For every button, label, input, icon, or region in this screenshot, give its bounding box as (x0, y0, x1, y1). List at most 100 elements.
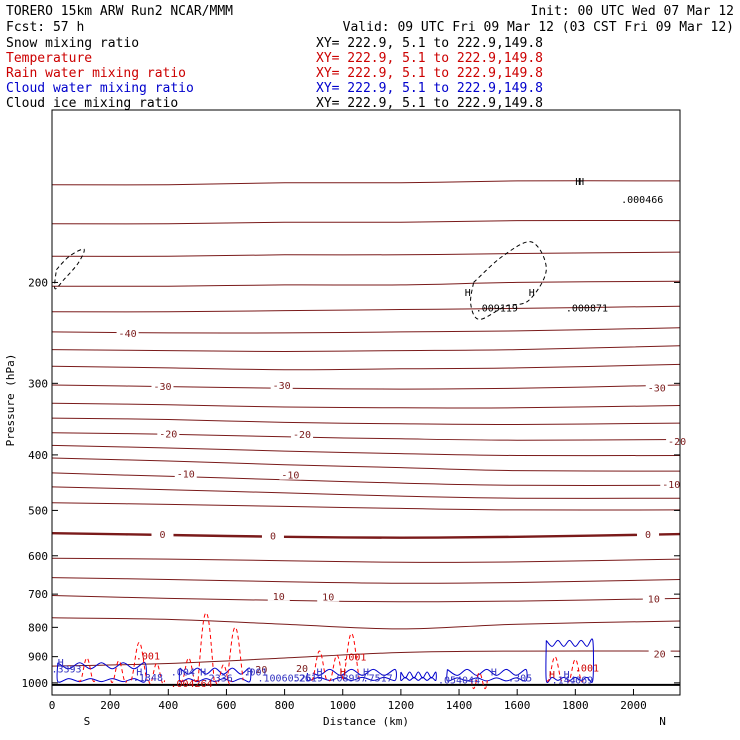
isotherm-label-bg (637, 528, 660, 540)
isotherm-label-bg (645, 381, 668, 393)
isotherm-line (51, 327, 681, 334)
maximum-value-label: .3393 (51, 664, 81, 675)
maximum-marker: H (136, 667, 142, 678)
isotherm-label-bg (317, 590, 340, 602)
legend-item-xy: XY= 222.9, 5.1 to 222.9,149.8 (316, 96, 543, 111)
maximum-marker: H (316, 667, 322, 678)
isotherm-label-bg (279, 468, 302, 480)
x-tick-label: 0 (49, 699, 56, 712)
maximum-marker: H (200, 667, 206, 678)
isotherm-label-bg (270, 378, 293, 390)
isotherm-line (51, 402, 681, 409)
field-legend: Snow mixing ratio XY= 222.9, 5.1 to 222.9… (6, 36, 543, 111)
model-title: TORERO 15km ARW Run2 NCAR/MMM (6, 4, 233, 19)
legend-item-xy: XY= 222.9, 5.1 to 222.9,149.8 (316, 36, 543, 51)
init-time: Init: 00 UTC Wed 07 Mar 12 (531, 4, 735, 19)
isotherm-label-bg (174, 467, 197, 479)
cloud-water-contour (178, 667, 252, 683)
legend-item-name: Rain water mixing ratio (6, 66, 186, 81)
rain-water-contours (78, 612, 584, 690)
maximum-marker: H (247, 667, 253, 678)
x-tick-label: 600 (217, 699, 237, 712)
legend-item-xy: XY= 222.9, 5.1 to 222.9,149.8 (316, 66, 543, 81)
maximum-value-label: .305 (508, 673, 532, 684)
maximum-value-label: .009119 (476, 303, 518, 314)
isotherm-line (51, 384, 681, 390)
isotherm-label-bg (291, 661, 314, 673)
rain-contour (215, 664, 233, 685)
isotherm-line (51, 557, 681, 563)
maximum-value-label: .7517 (363, 673, 393, 684)
x-tick-label: 800 (275, 699, 295, 712)
y-tick-label: 600 (28, 550, 48, 563)
x-tick-label: 1600 (504, 699, 531, 712)
isotherm-label: -30 (153, 382, 171, 393)
x-tick-label: 200 (100, 699, 120, 712)
isotherm-line (51, 617, 681, 630)
x-tick-label: 1800 (562, 699, 589, 712)
x-tick-label: 2000 (620, 699, 647, 712)
isotherm-label: 10 (322, 593, 334, 604)
isotherm-label: 20 (296, 664, 308, 675)
maximum-value-label: .2336 (203, 673, 233, 684)
maximum-marker: H (363, 667, 369, 678)
legend-item-name: Cloud ice mixing ratio (6, 96, 178, 111)
maximum-value-label: .144 (552, 676, 576, 687)
cloud-water-contour (446, 668, 528, 682)
isotherm-line (51, 220, 681, 225)
isotherm-label-bg (250, 662, 273, 674)
maximum-value-label: .001 (342, 653, 366, 664)
isotherm-label: 0 (159, 530, 165, 541)
temperature-isotherms (51, 180, 681, 686)
isotherm-label: -30 (273, 381, 291, 392)
isotherm-label: -30 (648, 383, 666, 394)
cloud-ice-contours (54, 241, 547, 320)
maximum-value-label: .069 (569, 676, 593, 687)
x-tick-label: 400 (158, 699, 178, 712)
rain-contour (197, 612, 215, 681)
end-point-label: N (659, 715, 666, 728)
forecast-hour: Fcst: 57 h (6, 20, 84, 35)
isotherm-line (51, 444, 681, 457)
isotherm-line (51, 650, 681, 667)
isotherm-line (51, 305, 681, 313)
y-tick-label: 400 (28, 449, 48, 462)
y-tick-label: 300 (28, 377, 48, 390)
maximum-marker: H (575, 177, 581, 188)
isotherm-line (51, 417, 681, 426)
maximum-marker: H (340, 667, 346, 678)
maximum-value-label: .054044 (438, 676, 480, 687)
contour-labels: -40 -30 -30 -30 -20 -20 -20 -10 -10 -10 0 0 0 10 10 10 2… (51, 177, 689, 690)
legend-item-name: Cloud water mixing ratio (6, 81, 194, 96)
maximum-value-label: .000871 (566, 303, 608, 314)
isotherm-label: -20 (159, 429, 177, 440)
ice-contour (470, 241, 547, 320)
isotherm-label: -20 (668, 437, 686, 448)
isotherm-label: 10 (273, 592, 285, 603)
isotherm-line (51, 472, 681, 486)
isotherm-line (51, 502, 681, 511)
isotherm-label-bg (267, 589, 290, 601)
isotherm-label-bg (157, 427, 180, 439)
isotherm-line (51, 457, 681, 472)
maximum-value-label: .001 (575, 663, 599, 674)
maximum-value-label: .001 (243, 667, 267, 678)
isotherm-label-bg (151, 379, 174, 391)
maximum-value-label: .2619 (293, 673, 323, 684)
maximum-value-label: .10060525 (257, 673, 311, 684)
legend-item-xy: XY= 222.9, 5.1 to 222.9,149.8 (316, 81, 543, 96)
maximum-marker: H (529, 288, 535, 299)
isotherm-line (51, 280, 681, 287)
isotherm-line (51, 486, 681, 499)
rain-contour (226, 626, 244, 681)
isotherm-line (51, 345, 681, 353)
maximum-value-label: .1348 (133, 673, 163, 684)
isotherm-label: -10 (281, 471, 299, 482)
maximum-marker: H (465, 288, 471, 299)
valid-time: Valid: 09 UTC Fri 09 Mar 12 (03 CST Fri … (343, 20, 734, 35)
x-tick-label: 1200 (388, 699, 415, 712)
plot-frame (51, 109, 681, 696)
isotherm-label-bg (648, 647, 671, 659)
isotherm-label-bg (116, 326, 139, 338)
isotherm-label: 10 (648, 595, 660, 606)
